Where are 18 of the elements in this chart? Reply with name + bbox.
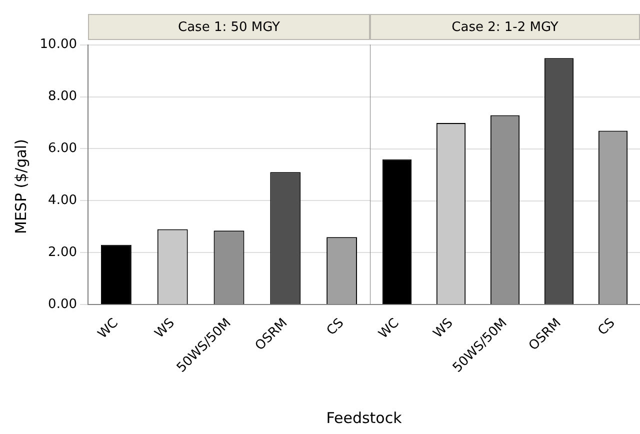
bar <box>382 159 412 304</box>
y-tick-label: 8.00 <box>48 89 77 104</box>
x-tick-label: CS <box>324 316 348 339</box>
bar <box>100 244 132 304</box>
y-tick-label: 0.00 <box>48 297 77 312</box>
x-tick-label: WC <box>95 316 122 342</box>
x-tick-label: WS <box>152 316 178 342</box>
y-tick-label: 6.00 <box>48 141 77 156</box>
chart-title: Case 1: 50 MGY <box>88 14 370 40</box>
x-tick-label: CS <box>595 316 618 339</box>
x-tick-label: WC <box>376 316 402 342</box>
y-axis-title: MESP ($/gal) <box>12 139 30 234</box>
y-tick-label: 2.00 <box>48 245 77 260</box>
x-axis-title: Feedstock <box>325 409 403 427</box>
x-tick-label: WS <box>430 316 456 342</box>
y-tick-label: 4.00 <box>48 193 77 208</box>
y-tick-label: 10.00 <box>40 37 77 52</box>
chart-title: Case 2: 1-2 MGY <box>370 14 640 40</box>
